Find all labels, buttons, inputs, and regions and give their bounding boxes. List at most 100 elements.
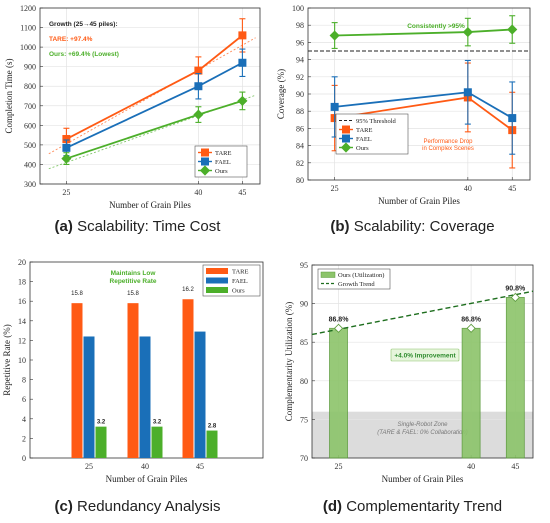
chart-a-legend-label: FAEL <box>215 159 231 166</box>
chart-a-xtick-label: 25 <box>62 188 70 197</box>
chart-d-bar <box>505 297 525 459</box>
chart-a-point-ours <box>237 95 248 106</box>
chart-b-xtick-label: 25 <box>331 184 339 193</box>
chart-c-bar-ours <box>151 426 163 458</box>
chart-a-ytick-label: 1000 <box>20 43 36 52</box>
chart-d-xtick-label: 25 <box>335 462 343 471</box>
chart-b-point-ours <box>329 30 340 41</box>
chart-a-legend-marker <box>199 165 211 176</box>
chart-d-xtick-label: 45 <box>511 462 519 471</box>
chart-b-point-fael <box>508 114 517 123</box>
caption-a-text: Scalability: Time Cost <box>77 218 221 235</box>
chart-c-legend-swatch <box>206 287 228 293</box>
chart-a-legend-label: TARE <box>215 150 231 157</box>
chart-b-ytick-label: 80 <box>296 176 304 185</box>
chart-d-xlabel: Number of Grain Piles <box>382 474 464 484</box>
chart-b-ytick-label: 82 <box>296 159 304 168</box>
chart-b-ytick-label: 96 <box>296 38 304 47</box>
chart-d-ytick-label: 85 <box>300 338 308 347</box>
chart-c-ytick-label: 14 <box>18 317 26 326</box>
chart-b-ytick-label: 88 <box>296 107 304 116</box>
chart-a-ytick-label: 900 <box>24 63 36 72</box>
chart-d-ytick-label: 70 <box>300 454 308 463</box>
chart-d-legend <box>317 268 391 290</box>
chart-c-annotation: Maintains Low <box>111 270 157 277</box>
chart-c-ytick-label: 4 <box>22 415 26 424</box>
chart-c-data-label: 3.2 <box>153 420 162 426</box>
chart-c-legend-label: FAEL <box>232 278 248 285</box>
chart-c-data-label: 3.2 <box>97 420 106 426</box>
chart-c-xtick-label: 40 <box>141 462 149 471</box>
chart-a-ytick-label: 500 <box>24 141 36 150</box>
chart-a-point-fael <box>238 58 247 67</box>
chart-a-trend-tare <box>48 37 256 155</box>
chart-c-xtick-label: 25 <box>85 462 93 471</box>
chart-b-coverage: 80 82 84 86 88 90 92 94 96 98 100 25 40 45 Number of G… <box>276 4 531 206</box>
caption-b-text: Scalability: Coverage <box>353 218 495 235</box>
chart-b-point-fael <box>463 88 472 97</box>
chart-d-complementarity: 70 75 80 85 90 95 25 40 45 Number of Grain Piles C… <box>284 261 534 484</box>
chart-b-point-ours <box>507 24 518 35</box>
caption-b-tag: (b) <box>330 218 350 235</box>
chart-c-xtick-label: 45 <box>196 462 204 471</box>
caption-a-tag: (a) <box>54 218 73 235</box>
chart-a-xtick-label: 45 <box>238 188 246 197</box>
chart-c-legend-label: TARE <box>232 269 248 276</box>
chart-a-legend-marker <box>201 157 209 166</box>
chart-a-ylabel: Completion Time (s) <box>4 58 14 133</box>
chart-b-legend-label: FAEL <box>356 136 372 143</box>
chart-a-annotation: Growth (25→45 piles): <box>49 21 118 28</box>
chart-c-xlabel: Number of Grain Piles <box>106 474 188 484</box>
chart-b-legend-label: 95% Threshold <box>356 118 397 125</box>
chart-c-ytick-label: 12 <box>18 336 26 345</box>
chart-a-ytick-label: 1100 <box>20 24 36 33</box>
chart-d-bar <box>461 327 481 459</box>
chart-d-data-label: 86.8% <box>329 316 350 323</box>
chart-c-legend-swatch <box>206 268 228 274</box>
chart-a-ytick-label: 1200 <box>20 4 36 13</box>
chart-b-xlabel: Number of Grain Piles <box>378 196 460 206</box>
caption-d-text: Complementarity Trend <box>346 498 503 515</box>
chart-b-annotation: in Complex Scenes <box>422 146 474 152</box>
chart-d-axes-box <box>311 264 534 459</box>
chart-c-bar-fael <box>194 331 206 458</box>
chart-d-point <box>333 323 344 333</box>
chart-b-point-fael <box>330 102 339 111</box>
chart-a-point-ours <box>193 109 204 120</box>
caption-d: (d) Complementarity Trend <box>275 498 550 515</box>
chart-b-annotation: Performance Drop <box>423 139 473 145</box>
chart-d-ytick-label: 80 <box>300 377 308 386</box>
chart-d-xtick-label: 40 <box>467 462 475 471</box>
chart-a-ytick-label: 700 <box>24 102 36 111</box>
chart-d-ytick-label: 95 <box>300 261 308 270</box>
chart-b-xtick-label: 40 <box>464 184 472 193</box>
chart-b-line-ours <box>334 28 513 37</box>
chart-d-zone-label: Single-Robot Zone <box>397 422 448 428</box>
chart-c-annotation: Repetitive Rate <box>110 278 157 285</box>
chart-c-data-label: 16.2 <box>182 287 194 293</box>
chart-b-xtick-label: 45 <box>508 184 516 193</box>
chart-d-point <box>510 292 520 302</box>
chart-b-legend-label: Ours <box>356 145 369 152</box>
chart-b-ytick-label: 98 <box>296 21 304 30</box>
chart-a-annotation: Ours: +69.4% (Lowest) <box>49 51 119 58</box>
caption-a: (a) Scalability: Time Cost <box>0 218 275 235</box>
caption-c: (c) Redundancy Analysis <box>0 498 275 515</box>
chart-d-bar <box>329 327 348 459</box>
caption-c-tag: (c) <box>54 498 73 515</box>
chart-c-legend-label: Ours <box>232 288 245 295</box>
chart-b-ytick-label: 100 <box>292 4 304 13</box>
chart-d-ytick-label: 75 <box>300 415 308 424</box>
chart-c-data-label: 2.8 <box>208 424 217 430</box>
chart-b-ytick-label: 84 <box>296 142 304 151</box>
chart-b-legend-marker <box>342 125 350 134</box>
chart-b-ylabel: Coverage (%) <box>276 69 286 119</box>
chart-d-growth-trend <box>311 290 534 336</box>
chart-c-bar-tare <box>71 303 83 458</box>
chart-c-ytick-label: 16 <box>18 297 26 306</box>
chart-d-data-label: 90.8% <box>505 285 526 292</box>
chart-a-legend-label: Ours <box>215 168 228 175</box>
chart-a-legend-marker <box>201 148 209 157</box>
chart-c-legend-swatch <box>206 277 228 284</box>
chart-c-bar-tare <box>182 299 194 458</box>
